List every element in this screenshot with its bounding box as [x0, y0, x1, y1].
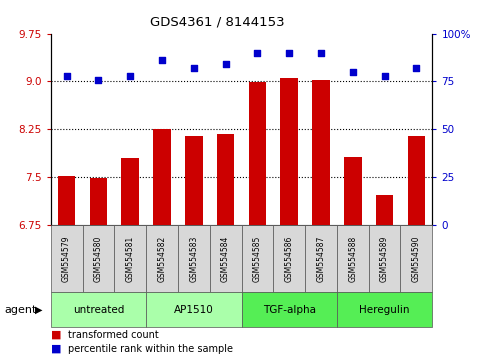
Bar: [90, 178, 107, 225]
Text: TGF-alpha: TGF-alpha: [263, 305, 316, 315]
Text: GSM554581: GSM554581: [126, 235, 135, 281]
Bar: [51, 292, 146, 327]
Bar: [185, 136, 202, 225]
Text: percentile rank within the sample: percentile rank within the sample: [68, 344, 233, 354]
Bar: [408, 136, 425, 225]
Bar: [242, 292, 337, 327]
Text: ■: ■: [51, 344, 61, 354]
Text: Heregulin: Heregulin: [359, 305, 410, 315]
Bar: [146, 225, 178, 292]
Bar: [114, 225, 146, 292]
Text: GSM554582: GSM554582: [157, 235, 167, 281]
Text: GSM554589: GSM554589: [380, 235, 389, 282]
Bar: [400, 225, 432, 292]
Text: GSM554579: GSM554579: [62, 235, 71, 282]
Bar: [273, 225, 305, 292]
Point: [381, 73, 388, 79]
Bar: [249, 82, 266, 225]
Bar: [210, 225, 242, 292]
Text: GSM554580: GSM554580: [94, 235, 103, 282]
Point: [127, 73, 134, 79]
Point: [63, 73, 71, 79]
Text: untreated: untreated: [73, 305, 124, 315]
Bar: [58, 176, 75, 225]
Bar: [146, 292, 242, 327]
Text: agent: agent: [5, 305, 37, 315]
Bar: [376, 195, 393, 225]
Point: [349, 69, 356, 75]
Bar: [217, 134, 234, 225]
Bar: [369, 225, 400, 292]
Text: GSM554586: GSM554586: [284, 235, 294, 282]
Bar: [178, 225, 210, 292]
Point: [317, 50, 325, 56]
Bar: [51, 225, 83, 292]
Point: [254, 50, 261, 56]
Bar: [121, 158, 139, 225]
Text: GSM554583: GSM554583: [189, 235, 199, 282]
Point: [158, 58, 166, 63]
Point: [285, 50, 293, 56]
Text: AP1510: AP1510: [174, 305, 213, 315]
Text: GDS4361 / 8144153: GDS4361 / 8144153: [150, 16, 284, 29]
Text: ▶: ▶: [35, 305, 43, 315]
Bar: [281, 78, 298, 225]
Bar: [83, 225, 114, 292]
Text: GSM554584: GSM554584: [221, 235, 230, 282]
Bar: [312, 80, 330, 225]
Bar: [242, 225, 273, 292]
Text: GSM554588: GSM554588: [348, 235, 357, 281]
Point: [412, 65, 420, 71]
Text: transformed count: transformed count: [68, 330, 158, 339]
Text: GSM554587: GSM554587: [316, 235, 326, 282]
Text: GSM554590: GSM554590: [412, 235, 421, 282]
Point: [222, 61, 229, 67]
Text: GSM554585: GSM554585: [253, 235, 262, 282]
Bar: [305, 225, 337, 292]
Text: ■: ■: [51, 330, 61, 339]
Bar: [153, 129, 171, 225]
Point: [95, 77, 102, 82]
Bar: [344, 156, 362, 225]
Point: [190, 65, 198, 71]
Bar: [337, 225, 369, 292]
Bar: [337, 292, 432, 327]
